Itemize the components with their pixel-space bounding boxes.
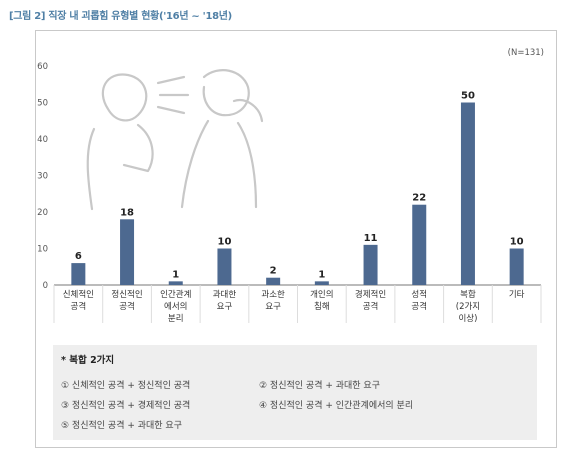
illustration-stroke: [156, 75, 186, 85]
illustration-stroke: [101, 73, 148, 122]
illustration-stroke: [156, 105, 186, 115]
x-tick-label: 공격: [363, 301, 379, 312]
illustration-stroke: [86, 127, 96, 211]
note-item-1: ① 신체적인 공격 + 정신적인 공격: [61, 381, 191, 391]
x-tick-label: (2가지: [456, 302, 480, 312]
bar: [314, 281, 329, 285]
sample-size-label: (N=131): [508, 48, 544, 58]
y-tick-label: 0: [43, 281, 48, 291]
x-tick-label: 이상): [458, 313, 477, 324]
y-tick-label: 10: [37, 245, 48, 255]
x-tick-label: 요구: [217, 302, 233, 312]
x-tick-label: 공격: [411, 301, 427, 312]
bar-value-label: 6: [75, 251, 82, 262]
x-tick-label: 과소한: [261, 290, 285, 300]
bar: [363, 244, 378, 285]
bar-value-label: 10: [510, 237, 524, 248]
bar-value-label: 2: [270, 266, 277, 277]
illustration-stroke: [236, 121, 258, 209]
x-tick-label: 공격: [71, 301, 87, 312]
bar: [168, 281, 183, 285]
bar: [217, 248, 232, 285]
x-tick-label: 침해: [314, 302, 330, 312]
illustration-stroke: [180, 119, 210, 209]
x-tick-label: 정신적인: [111, 289, 142, 300]
note-title: * 복합 2가지: [61, 355, 115, 366]
x-tick-label: 개인의: [310, 289, 333, 300]
x-tick-label: 공격: [119, 301, 135, 312]
x-tick-label: 기타: [509, 290, 525, 300]
x-tick-label: 에서의: [164, 301, 187, 312]
note-item-2: ② 정신적인 공격 + 과대한 요구: [259, 381, 380, 391]
bar-value-label: 11: [364, 233, 378, 244]
bar-value-label: 1: [172, 269, 179, 280]
bar: [509, 248, 524, 285]
y-tick-label: 20: [37, 208, 48, 218]
bar-value-label: 50: [461, 91, 475, 102]
bar-value-label: 1: [318, 269, 325, 280]
bar: [412, 204, 427, 285]
bar: [266, 277, 281, 285]
x-tick-label: 인간관계: [160, 289, 191, 300]
illustration-stroke: [232, 99, 264, 123]
two-people-shouting-illustration: [86, 69, 264, 211]
note-item-4: ④ 정신적인 공격 + 인간관계에서의 분리: [259, 401, 414, 411]
composite-note-box: * 복합 2가지 ① 신체적인 공격 + 정신적인 공격 ② 정신적인 공격 +…: [53, 345, 537, 440]
bar-value-label: 18: [120, 207, 134, 218]
bar-value-label: 10: [217, 237, 231, 248]
bar: [460, 102, 475, 285]
x-tick-label: 분리: [168, 314, 184, 324]
y-tick-label: 40: [37, 135, 48, 145]
y-tick-label: 30: [37, 172, 48, 182]
illustration-stroke: [122, 123, 154, 173]
x-tick-label: 경제적인: [355, 289, 386, 300]
y-tick-label: 50: [37, 99, 48, 109]
x-tick-label: 요구: [265, 302, 281, 312]
bar: [120, 219, 135, 285]
figure-title: [그림 2] 직장 내 괴롭힘 유형별 현황('16년 ~ '18년): [9, 11, 232, 22]
x-tick-label: 과대한: [213, 290, 237, 300]
y-tick-label: 60: [37, 62, 48, 72]
bar: [71, 263, 86, 285]
bar-chart: (N=131)01020304050606신체적인공격18정신적인공격1인간관계…: [37, 48, 544, 324]
x-tick-label: 성적: [411, 289, 427, 300]
x-tick-label: 복합: [460, 290, 476, 300]
bar-value-label: 22: [412, 193, 426, 204]
illustration-stroke: [202, 69, 250, 117]
note-item-3: ③ 정신적인 공격 + 경제적인 공격: [61, 401, 191, 411]
x-tick-label: 신체적인: [63, 289, 94, 300]
note-item-5: ⑤ 정신적인 공격 + 과대한 요구: [61, 421, 182, 431]
